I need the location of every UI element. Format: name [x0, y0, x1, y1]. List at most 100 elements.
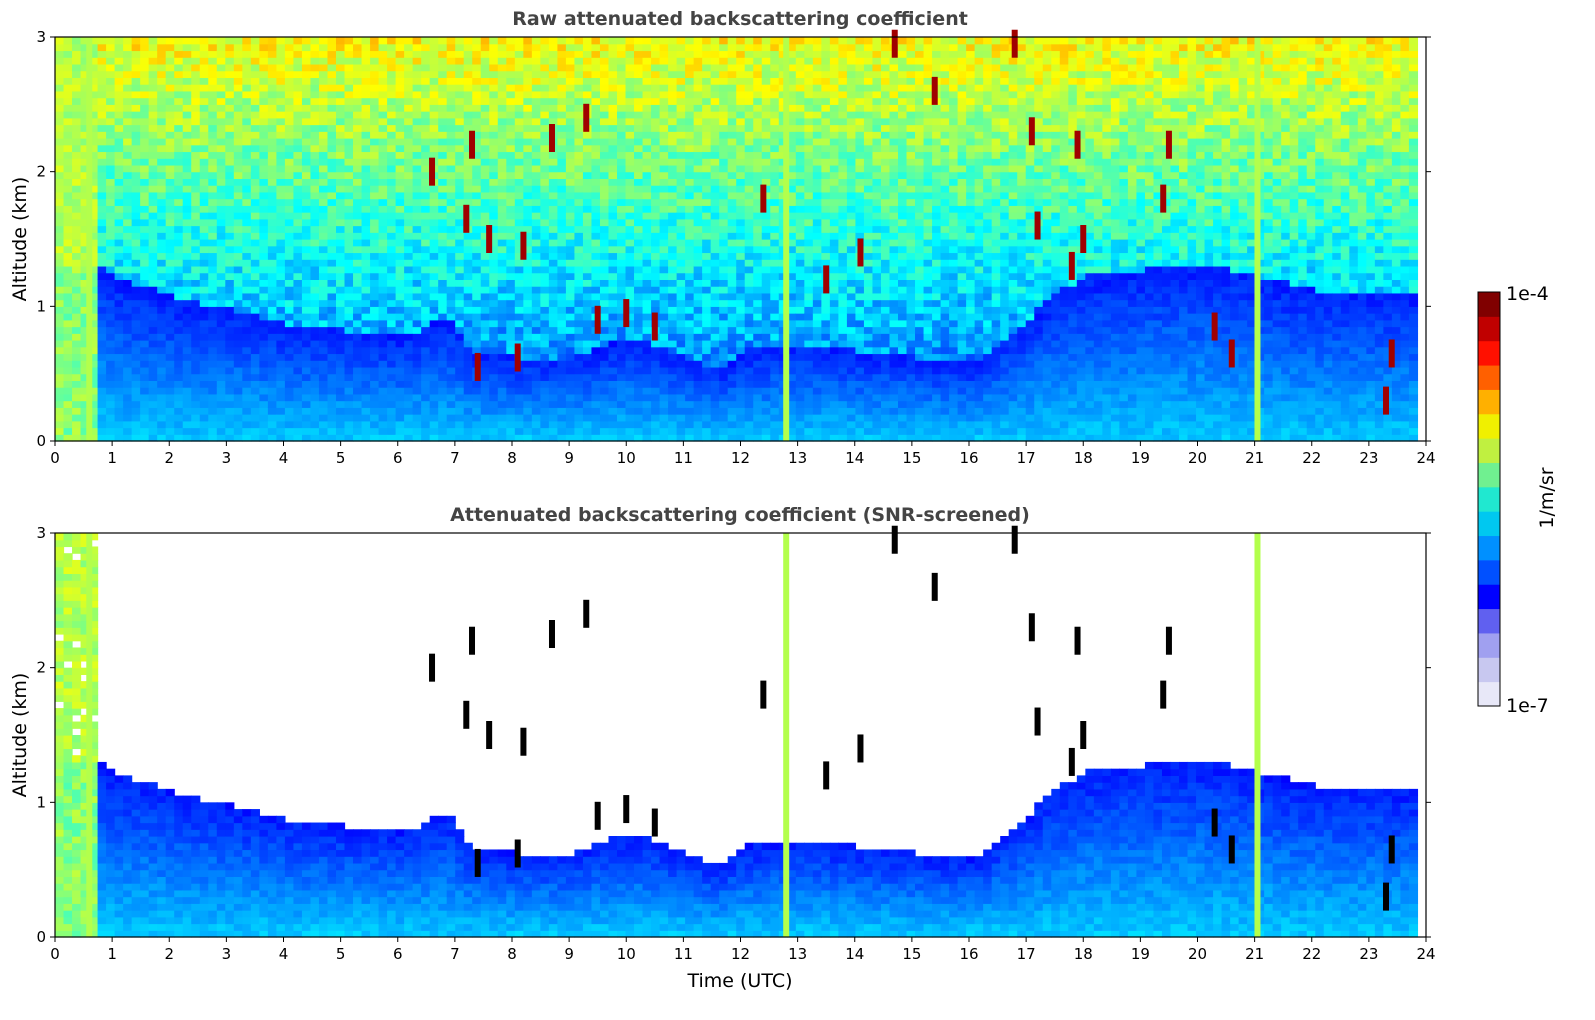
- heatmap-cell: [131, 239, 141, 247]
- heatmap-cell: [140, 346, 150, 355]
- heatmap-cell: [370, 326, 380, 334]
- heatmap-cell: [489, 387, 499, 395]
- heatmap-cell: [599, 164, 610, 173]
- heatmap-cell: [123, 414, 133, 422]
- heatmap-cell: [199, 360, 209, 368]
- heatmap-cell: [497, 111, 507, 119]
- heatmap-cell: [182, 414, 192, 422]
- heatmap-cell: [463, 299, 473, 307]
- heatmap-cell: [242, 77, 252, 85]
- heatmap-cell: [267, 393, 277, 402]
- heatmap-cell: [157, 84, 167, 92]
- heatmap-cell: [370, 366, 380, 375]
- heatmap-cell: [208, 164, 218, 173]
- heatmap-cell: [208, 326, 218, 334]
- heatmap-cell: [651, 37, 661, 45]
- heatmap-cell: [540, 245, 550, 254]
- heatmap-cell: [591, 198, 601, 206]
- heatmap-cell: [565, 63, 576, 72]
- heatmap-cell: [438, 212, 448, 220]
- heatmap-cell: [421, 333, 431, 341]
- heatmap-cell: [702, 366, 712, 375]
- heatmap-cell: [514, 387, 524, 395]
- heatmap-cell: [327, 212, 337, 220]
- heatmap-cell: [446, 400, 456, 408]
- heatmap-cell: [514, 265, 524, 274]
- heatmap-cell: [123, 239, 133, 247]
- heatmap-cell: [242, 252, 252, 260]
- heatmap-cell: [225, 353, 235, 361]
- heatmap-cell: [259, 259, 269, 267]
- heatmap-cell: [284, 117, 295, 126]
- heatmap-cell: [216, 420, 226, 429]
- heatmap-cell: [387, 380, 397, 388]
- heatmap-cell: [233, 70, 243, 78]
- heatmap-cell: [744, 420, 754, 429]
- heatmap-cell: [642, 340, 652, 348]
- heatmap-cell: [565, 57, 576, 65]
- heatmap-cell: [463, 63, 473, 72]
- heatmap-cell: [421, 414, 431, 422]
- heatmap-cell: [233, 306, 243, 314]
- heatmap-cell: [131, 346, 141, 355]
- heatmap-cell: [148, 225, 158, 233]
- heatmap-cell: [540, 420, 550, 429]
- heatmap-cell: [574, 434, 584, 442]
- heatmap-cell: [489, 366, 499, 375]
- heatmap-cell: [651, 420, 661, 429]
- heatmap-cell: [565, 158, 576, 166]
- heatmap-cell: [301, 292, 312, 301]
- heatmap-cell: [165, 387, 175, 395]
- heatmap-cell: [208, 50, 218, 58]
- heatmap-cell: [574, 306, 584, 314]
- heatmap-cell: [284, 97, 295, 105]
- heatmap-cell: [242, 50, 252, 58]
- heatmap-cell: [174, 232, 184, 240]
- heatmap-cell: [276, 185, 286, 193]
- heatmap-cell: [676, 265, 686, 274]
- heatmap-cell: [565, 77, 576, 85]
- heatmap-cell: [438, 245, 448, 254]
- heatmap-cell: [123, 232, 133, 240]
- heatmap-cell: [318, 232, 329, 240]
- heatmap-cell: [446, 346, 456, 355]
- heatmap-cell: [719, 414, 729, 422]
- heatmap-cell: [97, 292, 107, 301]
- heatmap-cell: [429, 326, 439, 334]
- heatmap-cell: [63, 84, 73, 92]
- heatmap-cell: [719, 292, 729, 301]
- heatmap-cell: [421, 272, 431, 280]
- heatmap-cell: [421, 164, 431, 173]
- heatmap-cell: [80, 63, 90, 72]
- heatmap-cell: [310, 212, 320, 220]
- heatmap-cell: [608, 292, 618, 301]
- heatmap-cell: [565, 164, 576, 173]
- heatmap-cell: [497, 272, 507, 280]
- heatmap-cell: [574, 164, 584, 173]
- heatmap-cell: [353, 427, 363, 435]
- heatmap-cell: [387, 111, 397, 119]
- heatmap-cell: [89, 104, 99, 112]
- heatmap-cell: [753, 63, 763, 72]
- heatmap-cell: [506, 158, 516, 166]
- heatmap-cell: [216, 50, 226, 58]
- heatmap-cell: [165, 198, 175, 206]
- heatmap-cell: [693, 326, 703, 334]
- heatmap-cell: [97, 272, 107, 280]
- heatmap-cell: [387, 232, 397, 240]
- heatmap-cell: [208, 198, 218, 206]
- heatmap-cell: [89, 111, 99, 119]
- heatmap-cell: [548, 353, 558, 361]
- heatmap-cell: [327, 400, 337, 408]
- heatmap-cell: [497, 63, 507, 72]
- heatmap-cell: [591, 124, 601, 132]
- heatmap-cell: [378, 265, 388, 274]
- heatmap-cell: [370, 111, 380, 119]
- heatmap-cell: [284, 164, 295, 173]
- heatmap-cell: [523, 387, 533, 395]
- heatmap-cell: [387, 191, 397, 200]
- heatmap-cell: [565, 407, 576, 415]
- heatmap-cell: [668, 138, 678, 146]
- heatmap-cell: [123, 299, 133, 307]
- heatmap-cell: [131, 43, 141, 52]
